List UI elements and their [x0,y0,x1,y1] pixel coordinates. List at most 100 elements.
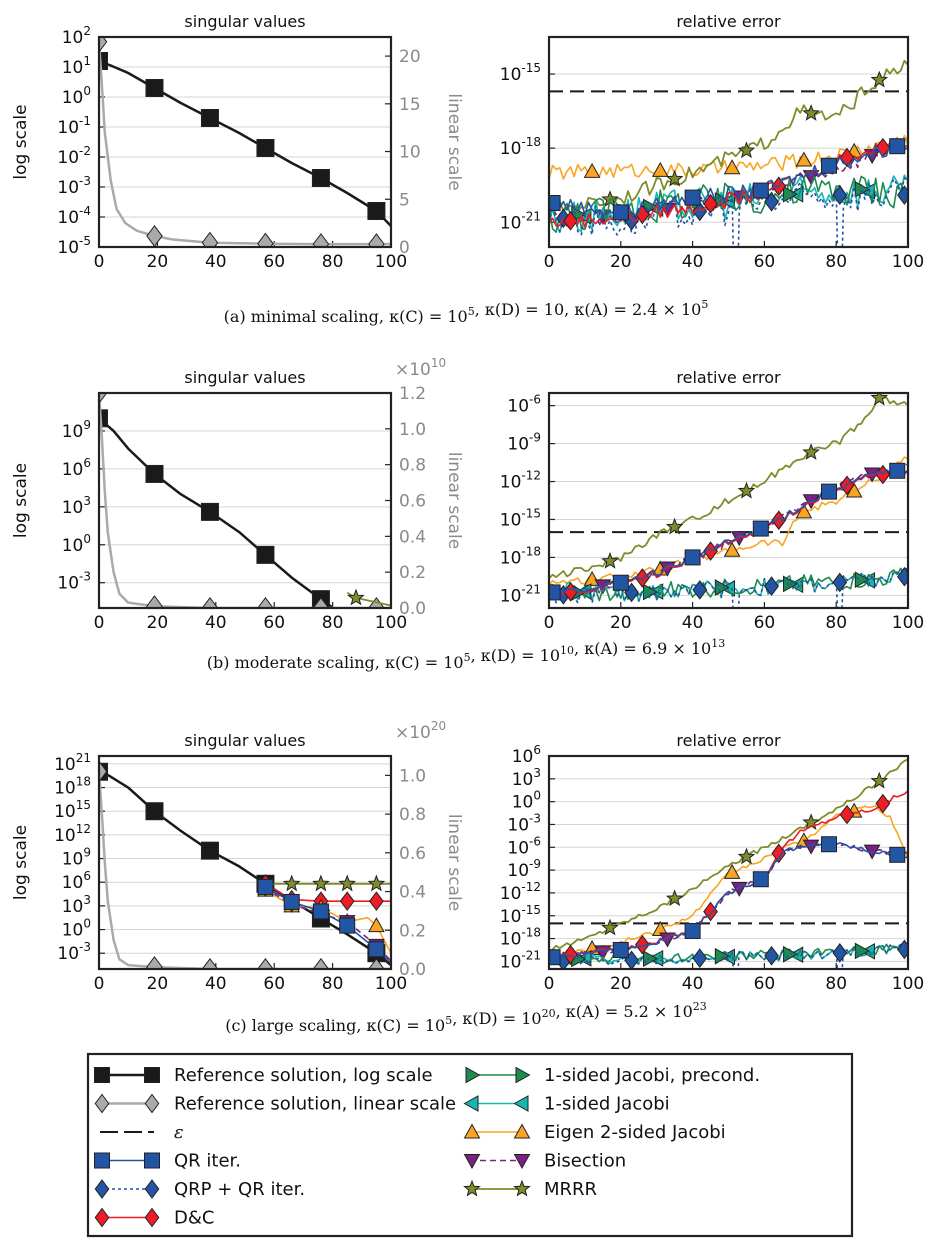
x-tick-label: 60 [754,974,776,994]
marker-mrrr [870,393,889,406]
series-lines [99,760,391,969]
marker-ref_linear [146,956,163,969]
legend-marker [465,1066,481,1084]
panel-c-singular: singular values 1021101810151012109106103… [11,719,464,994]
marker-qr [549,949,561,966]
marker-dc [369,891,384,911]
legend-marker [463,1154,481,1170]
marker-ref_linear [312,957,330,969]
marker-qrp [692,948,708,968]
marker-qrp [832,185,848,205]
x-tick-label: 60 [263,613,285,633]
y-tick-label: 10-1 [57,114,91,138]
marker-ref_log [256,139,275,157]
x-tick-label: 100 [375,613,407,633]
marker-ref_log [145,79,164,97]
series-lines [549,758,908,969]
legend-marker [144,1093,160,1114]
x-tick-label: 20 [610,613,632,633]
marker-ref_linear [368,957,385,969]
marker-mrrr [347,588,365,606]
marker-ref_linear [99,760,108,783]
y2-tick-label: 1.0 [399,420,426,440]
series-lines [549,393,908,608]
y-tick-label: 100 [62,917,91,941]
marker-ref_log [145,464,164,483]
marker-mrrr [601,551,619,569]
marker-eigen [723,863,741,879]
y2-tick-label: 0.8 [399,456,426,476]
legend-marker [94,1179,110,1199]
y2-tick-label: 10 [399,143,421,163]
caption: (a) minimal scaling, κ(C) = 105, κ(D) = … [224,298,709,326]
marker-ref_linear [312,233,330,247]
x-tick-label: 100 [892,613,924,633]
series-lines [99,37,391,247]
marker-mrrr [338,874,357,892]
marker-qrp [897,566,908,587]
marker-qrp [692,580,708,600]
y-tick-label: 10-12 [500,469,541,493]
x-tick-label: 20 [610,974,632,994]
y-tick-label: 106 [62,456,91,480]
axes-frame [97,35,393,249]
marker-qrp [764,945,779,966]
y-tick-label: 100 [512,789,541,813]
marker-ref_log [200,841,219,860]
marker-ref_log [200,502,219,521]
marker-mrrr [665,517,684,535]
marker-qr [612,574,629,591]
legend-label: Reference solution, linear scale [174,1094,456,1115]
marker-mrrr [367,874,386,892]
x-tick-label: 60 [754,252,776,272]
y-tick-label: 1018 [54,775,91,799]
y2-tick-label: 15 [399,95,421,115]
x-tick-label: 0 [544,252,555,272]
marker-mrrr [312,874,330,892]
x-tick-label: 20 [147,613,169,633]
marker-mrrr [870,771,889,789]
y-tick-label: 10-15 [500,903,541,927]
marker-mrrr [282,874,301,892]
axes-frame [97,754,393,971]
panel-title: singular values [184,368,305,387]
x-tick-label: 100 [375,252,407,272]
panel-title: relative error [676,368,781,387]
x-tick-label: 60 [263,974,285,994]
legend-entry-jac: 1-sided Jacobi [463,1094,670,1115]
x-tick-label: 80 [322,252,344,272]
x-tick-label: 100 [892,252,924,272]
legend-label: MRRR [544,1179,597,1200]
marker-qr [821,483,838,500]
y-tick-label: 103 [62,494,91,518]
marker-dc [771,843,787,864]
marker-eigen [723,159,741,175]
marker-mrrr [737,847,756,865]
legend-marker [144,1067,160,1083]
marker-dc [839,147,855,168]
y-tick-label: 10-18 [500,926,541,950]
marker-ref_log [99,52,108,70]
y2-tick-label: 0.2 [399,921,426,941]
marker-dc [339,891,355,911]
y-tick-label: 109 [62,418,91,442]
marker-mrrr [665,889,684,907]
marker-dc [563,210,578,231]
marker-ref_linear [257,957,274,969]
marker-mrrr [737,141,756,159]
y2-tick-label: 0.4 [399,527,426,547]
y2-tick-label: 0 [399,238,410,258]
x-tick-label: 80 [322,613,344,633]
legend-marker [144,1179,160,1199]
x-tick-label: 0 [544,613,555,633]
marker-dc [634,934,650,955]
marker-qr [612,941,629,958]
marker-dc [839,804,855,825]
legend-label: Eigen 2-sided Jacobi [544,1122,726,1143]
panel-b-singular: singular values 109 106 103 100 10-30 20 40 60 80… [11,356,464,633]
marker-ref_linear [312,596,330,608]
x-tick-label: 20 [610,252,632,272]
x-tick-label: 60 [754,613,776,633]
marker-ref_log [99,409,108,428]
y-tick-label: 10-3 [57,940,91,964]
